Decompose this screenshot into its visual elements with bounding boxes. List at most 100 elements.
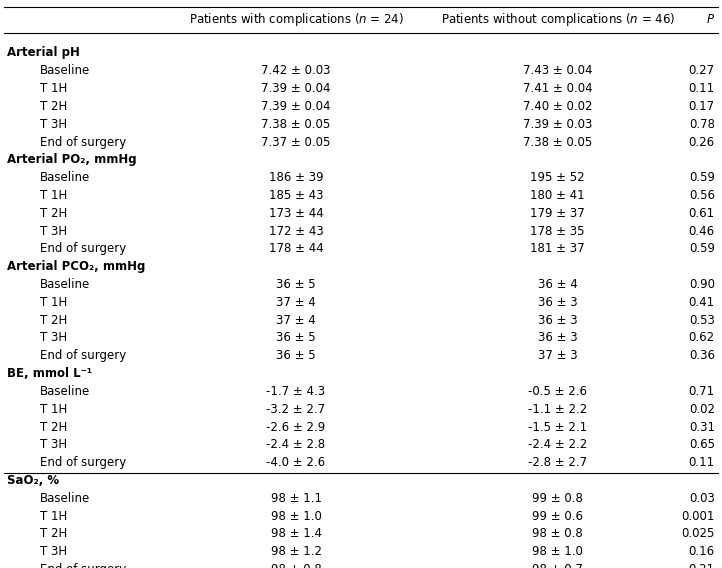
Text: 7.43 ± 0.04: 7.43 ± 0.04 [523,64,593,77]
Text: 7.41 ± 0.04: 7.41 ± 0.04 [523,82,593,95]
Text: T 3H: T 3H [40,545,67,558]
Text: 7.39 ± 0.03: 7.39 ± 0.03 [523,118,593,131]
Text: Baseline: Baseline [40,385,90,398]
Text: Baseline: Baseline [40,492,90,505]
Text: T 1H: T 1H [40,403,67,416]
Text: -4.0 ± 2.6: -4.0 ± 2.6 [266,456,326,469]
Text: T 2H: T 2H [40,207,67,220]
Text: 98 ± 1.1: 98 ± 1.1 [271,492,321,505]
Text: 195 ± 52: 195 ± 52 [531,171,585,184]
Text: T 1H: T 1H [40,82,67,95]
Text: 98 ± 1.2: 98 ± 1.2 [271,545,321,558]
Text: -2.4 ± 2.2: -2.4 ± 2.2 [528,438,588,452]
Text: 0.27: 0.27 [689,64,715,77]
Text: 0.26: 0.26 [689,136,715,148]
Text: 36 ± 3: 36 ± 3 [538,296,578,309]
Text: -0.5 ± 2.6: -0.5 ± 2.6 [529,385,587,398]
Text: 178 ± 35: 178 ± 35 [531,224,585,237]
Text: T 3H: T 3H [40,224,67,237]
Text: Patients with complications ($n$ = 24): Patients with complications ($n$ = 24) [188,11,404,28]
Text: T 3H: T 3H [40,332,67,344]
Text: 0.62: 0.62 [689,332,715,344]
Text: End of surgery: End of surgery [40,456,126,469]
Text: Arterial PCO₂, mmHg: Arterial PCO₂, mmHg [7,260,146,273]
Text: -1.5 ± 2.1: -1.5 ± 2.1 [529,420,587,433]
Text: 36 ± 3: 36 ± 3 [538,332,578,344]
Text: 0.11: 0.11 [689,456,715,469]
Text: 0.71: 0.71 [689,385,715,398]
Text: 185 ± 43: 185 ± 43 [269,189,323,202]
Text: 178 ± 44: 178 ± 44 [269,243,323,256]
Text: 7.42 ± 0.03: 7.42 ± 0.03 [261,64,331,77]
Text: 172 ± 43: 172 ± 43 [269,224,323,237]
Text: 7.38 ± 0.05: 7.38 ± 0.05 [261,118,331,131]
Text: T 2H: T 2H [40,314,67,327]
Text: T 2H: T 2H [40,100,67,113]
Text: 98 ± 0.8: 98 ± 0.8 [532,528,583,540]
Text: -2.6 ± 2.9: -2.6 ± 2.9 [266,420,326,433]
Text: 0.41: 0.41 [689,296,715,309]
Text: 0.59: 0.59 [689,171,715,184]
Text: 0.59: 0.59 [689,243,715,256]
Text: Baseline: Baseline [40,278,90,291]
Text: 0.17: 0.17 [689,100,715,113]
Text: 7.40 ± 0.02: 7.40 ± 0.02 [523,100,593,113]
Text: -2.4 ± 2.8: -2.4 ± 2.8 [266,438,326,452]
Text: 0.90: 0.90 [689,278,715,291]
Text: 0.31: 0.31 [689,420,715,433]
Text: 99 ± 0.6: 99 ± 0.6 [532,509,583,523]
Text: 7.38 ± 0.05: 7.38 ± 0.05 [523,136,592,148]
Text: 0.61: 0.61 [689,207,715,220]
Text: T 2H: T 2H [40,528,67,540]
Text: 0.001: 0.001 [682,509,715,523]
Text: -1.1 ± 2.2: -1.1 ± 2.2 [528,403,588,416]
Text: 7.39 ± 0.04: 7.39 ± 0.04 [261,100,331,113]
Text: 0.78: 0.78 [689,118,715,131]
Text: 173 ± 44: 173 ± 44 [269,207,323,220]
Text: T 1H: T 1H [40,509,67,523]
Text: 0.21: 0.21 [689,563,715,568]
Text: 98 ± 1.4: 98 ± 1.4 [271,528,321,540]
Text: 99 ± 0.8: 99 ± 0.8 [532,492,583,505]
Text: 0.36: 0.36 [689,349,715,362]
Text: 7.39 ± 0.04: 7.39 ± 0.04 [261,82,331,95]
Text: 0.53: 0.53 [689,314,715,327]
Text: 0.03: 0.03 [689,492,715,505]
Text: 0.02: 0.02 [689,403,715,416]
Text: Baseline: Baseline [40,171,90,184]
Text: Arterial PO₂, mmHg: Arterial PO₂, mmHg [7,153,137,166]
Text: 36 ± 3: 36 ± 3 [538,314,578,327]
Text: Baseline: Baseline [40,64,90,77]
Text: 98 ± 1.0: 98 ± 1.0 [532,545,583,558]
Text: 37 ± 3: 37 ± 3 [538,349,578,362]
Text: Arterial pH: Arterial pH [7,47,80,60]
Text: 36 ± 5: 36 ± 5 [277,349,316,362]
Text: BE, mmol L⁻¹: BE, mmol L⁻¹ [7,367,92,380]
Text: 179 ± 37: 179 ± 37 [531,207,585,220]
Text: 36 ± 5: 36 ± 5 [277,278,316,291]
Text: 36 ± 4: 36 ± 4 [538,278,578,291]
Text: $P$: $P$ [705,14,715,27]
Text: 0.16: 0.16 [689,545,715,558]
Text: 0.11: 0.11 [689,82,715,95]
Text: 180 ± 41: 180 ± 41 [531,189,585,202]
Text: SaO₂, %: SaO₂, % [7,474,59,487]
Text: T 2H: T 2H [40,420,67,433]
Text: T 1H: T 1H [40,189,67,202]
Text: 36 ± 5: 36 ± 5 [277,332,316,344]
Text: 0.56: 0.56 [689,189,715,202]
Text: 0.025: 0.025 [682,528,715,540]
Text: T 3H: T 3H [40,118,67,131]
Text: 98 ± 0.7: 98 ± 0.7 [532,563,583,568]
Text: -3.2 ± 2.7: -3.2 ± 2.7 [266,403,326,416]
Text: 0.65: 0.65 [689,438,715,452]
Text: 98 ± 1.0: 98 ± 1.0 [271,509,321,523]
Text: 0.46: 0.46 [689,224,715,237]
Text: T 3H: T 3H [40,438,67,452]
Text: 181 ± 37: 181 ± 37 [531,243,585,256]
Text: End of surgery: End of surgery [40,349,126,362]
Text: 98 ± 0.8: 98 ± 0.8 [271,563,321,568]
Text: Patients without complications ($n$ = 46): Patients without complications ($n$ = 46… [440,11,675,28]
Text: 186 ± 39: 186 ± 39 [269,171,323,184]
Text: 37 ± 4: 37 ± 4 [276,296,316,309]
